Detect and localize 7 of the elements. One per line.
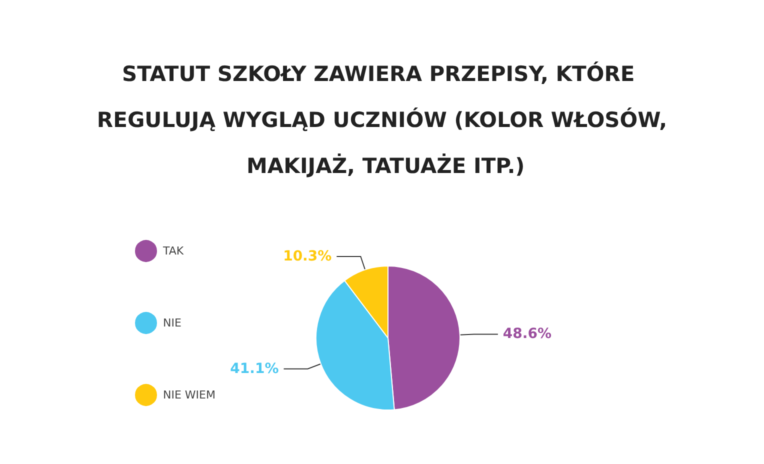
chart-title: STATUT SZKOŁY ZAWIERA PRZEPISY, KTÓRE REGULUJĄ WYGLĄD UCZNIÓW (KOLOR WŁOSÓW, MAKIJAŻ, TATUAŻE ITP.) (96, 61, 668, 178)
data-label: 41.1% (230, 360, 279, 377)
data-label: 10.3% (283, 248, 332, 264)
data-label: 48.6% (502, 326, 552, 342)
legend-label: NIE WIEM (163, 388, 216, 402)
legend-label: TAK (162, 244, 184, 258)
legend-label: NIE (163, 316, 182, 330)
